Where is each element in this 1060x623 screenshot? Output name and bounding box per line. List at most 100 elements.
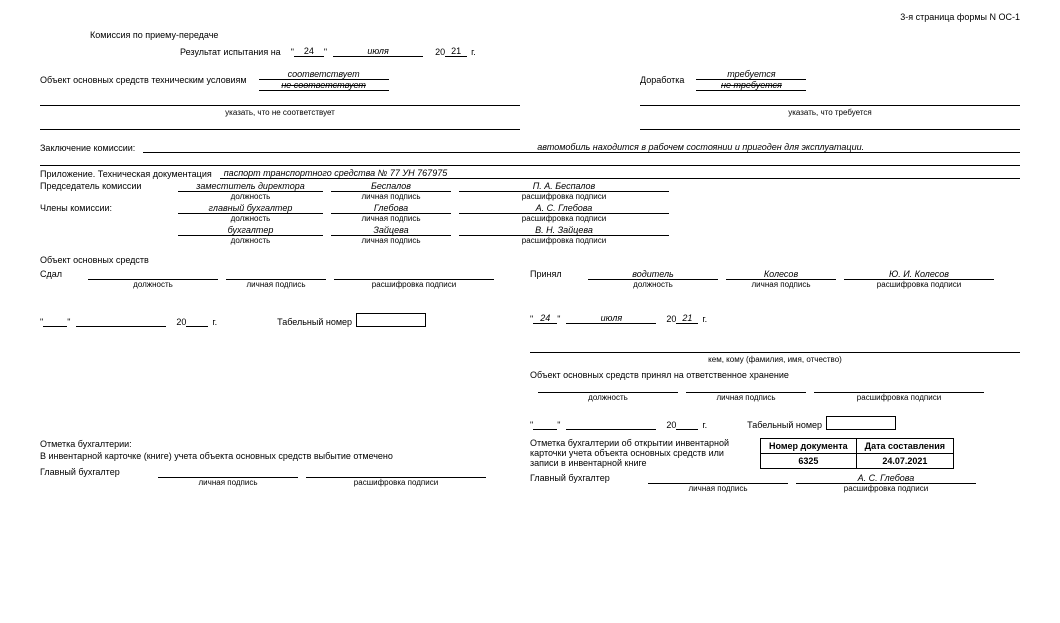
chairman-position: заместитель директора <box>178 181 323 192</box>
chief-left-cap-sign: личная подпись <box>199 478 258 487</box>
received-position: водитель <box>588 269 718 280</box>
tech-opt1: соответствует <box>259 69 389 80</box>
member2-decode: В. Н. Зайцева <box>459 225 669 236</box>
handed-decode <box>334 269 494 280</box>
handed-cap-sign: личная подпись <box>247 280 306 289</box>
rework-opt1: требуется <box>696 69 806 80</box>
rework-hint: указать, что требуется <box>640 108 1020 117</box>
storage-position <box>538 382 678 393</box>
storage-cap-pos: должность <box>588 393 628 402</box>
conclusion-text: автомобиль находится в рабочем состоянии… <box>143 142 1020 153</box>
chairman-cap-pos: должность <box>231 192 271 201</box>
tech-blank1 <box>40 95 520 106</box>
doc-num-label: Номер документа <box>761 439 857 454</box>
member2-cap-pos: должность <box>231 236 271 245</box>
handed-tab-label: Табельный номер <box>277 317 352 327</box>
chief-right-cap-sign: личная подпись <box>689 484 748 493</box>
power-line <box>530 342 1020 353</box>
chief-right-sign <box>648 473 788 484</box>
handed-year <box>186 316 208 327</box>
year-suffix: г. <box>471 47 476 57</box>
test-day: 24 <box>294 46 324 57</box>
doc-date-label: Дата составления <box>856 439 953 454</box>
chief-right-decode: А. С. Глебова <box>796 473 976 484</box>
tech-hint: указать, что не соответствует <box>40 108 520 117</box>
commission-title: Комиссия по приему-передаче <box>90 30 1020 40</box>
handed-tab-box <box>356 313 426 327</box>
received-year-prefix: 20 <box>666 314 676 324</box>
year-prefix: 20 <box>435 47 445 57</box>
storage-month <box>566 419 656 430</box>
chairman-sign: Беспалов <box>331 181 451 192</box>
conclusion-blank <box>40 155 1020 166</box>
member2-cap-sign: личная подпись <box>362 236 421 245</box>
attachment-label: Приложение. Техническая документация <box>40 169 212 179</box>
received-sign: Колесов <box>726 269 836 280</box>
chief-left-cap-dec: расшифровка подписи <box>354 478 438 487</box>
chairman-decode: П. А. Беспалов <box>459 181 669 192</box>
doc-table: Номер документа Дата составления 6325 24… <box>760 438 954 469</box>
power-hint: кем, кому (фамилия, имя, отчество) <box>530 355 1020 364</box>
member1-cap-pos: должность <box>231 214 271 223</box>
chief-right-label: Главный бухгалтер <box>530 473 640 483</box>
received-month: июля <box>566 313 656 324</box>
accounting-right-label: Отметка бухгалтерии об открытии инвентар… <box>530 438 760 468</box>
chief-left-sign <box>158 467 298 478</box>
conclusion-label: Заключение комиссии: <box>40 143 135 153</box>
member1-position: главный бухгалтер <box>178 203 323 214</box>
accounting-note: В инвентарной карточке (книге) учета объ… <box>40 451 500 461</box>
members-label: Члены комиссии: <box>40 203 170 213</box>
chairman-label: Председатель комиссии <box>40 181 170 191</box>
member1-cap-sign: личная подпись <box>362 214 421 223</box>
member2-sign: Зайцева <box>331 225 451 236</box>
accounting-mark-label: Отметка бухгалтерии: <box>40 439 500 449</box>
storage-label: Объект основных средств принял на ответс… <box>530 370 1020 380</box>
storage-sign <box>686 382 806 393</box>
storage-year <box>676 419 698 430</box>
tech-blank2 <box>40 119 520 130</box>
member2-cap-dec: расшифровка подписи <box>522 236 606 245</box>
storage-cap-dec: расшифровка подписи <box>857 393 941 402</box>
chairman-cap-sign: личная подпись <box>362 192 421 201</box>
storage-tab-box <box>826 416 896 430</box>
page-header: 3-я страница формы N ОС-1 <box>40 12 1020 22</box>
test-year: 21 <box>445 46 467 57</box>
test-result-label: Результат испытания на <box>180 47 281 57</box>
handed-cap-pos: должность <box>133 280 173 289</box>
handed-sign <box>226 269 326 280</box>
doc-date: 24.07.2021 <box>856 454 953 469</box>
chairman-cap-dec: расшифровка подписи <box>522 192 606 201</box>
handed-day <box>43 316 67 327</box>
received-year-suffix: г. <box>702 314 707 324</box>
received-day: 24 <box>533 313 557 324</box>
received-cap-pos: должность <box>633 280 673 289</box>
member2-position: бухгалтер <box>178 225 323 236</box>
tech-opt2: не соответствует <box>259 80 389 91</box>
rework-opt2: не требуется <box>696 80 806 91</box>
handed-label: Сдал <box>40 269 80 279</box>
handed-month <box>76 316 166 327</box>
storage-cap-sign: личная подпись <box>717 393 776 402</box>
attachment-text: паспорт транспортного средства № 77 УН 7… <box>220 168 1020 179</box>
rework-blank2 <box>640 119 1020 130</box>
member1-sign: Глебова <box>331 203 451 214</box>
handed-position <box>88 269 218 280</box>
received-cap-sign: личная подпись <box>752 280 811 289</box>
member1-decode: А. С. Глебова <box>459 203 669 214</box>
received-year: 21 <box>676 313 698 324</box>
handed-cap-dec: расшифровка подписи <box>372 280 456 289</box>
received-decode: Ю. И. Колесов <box>844 269 994 280</box>
rework-label: Доработка <box>640 69 684 85</box>
storage-tab-label: Табельный номер <box>747 420 822 430</box>
test-month: июля <box>333 46 423 57</box>
member1-cap-dec: расшифровка подписи <box>522 214 606 223</box>
tech-conditions-label: Объект основных средств техническим усло… <box>40 69 247 85</box>
storage-day <box>533 419 557 430</box>
storage-decode <box>814 382 984 393</box>
doc-num: 6325 <box>761 454 857 469</box>
chief-left-decode <box>306 467 486 478</box>
object-title: Объект основных средств <box>40 255 1020 265</box>
chief-right-cap-dec: расшифровка подписи <box>844 484 928 493</box>
chief-left-label: Главный бухгалтер <box>40 467 150 477</box>
received-cap-dec: расшифровка подписи <box>877 280 961 289</box>
